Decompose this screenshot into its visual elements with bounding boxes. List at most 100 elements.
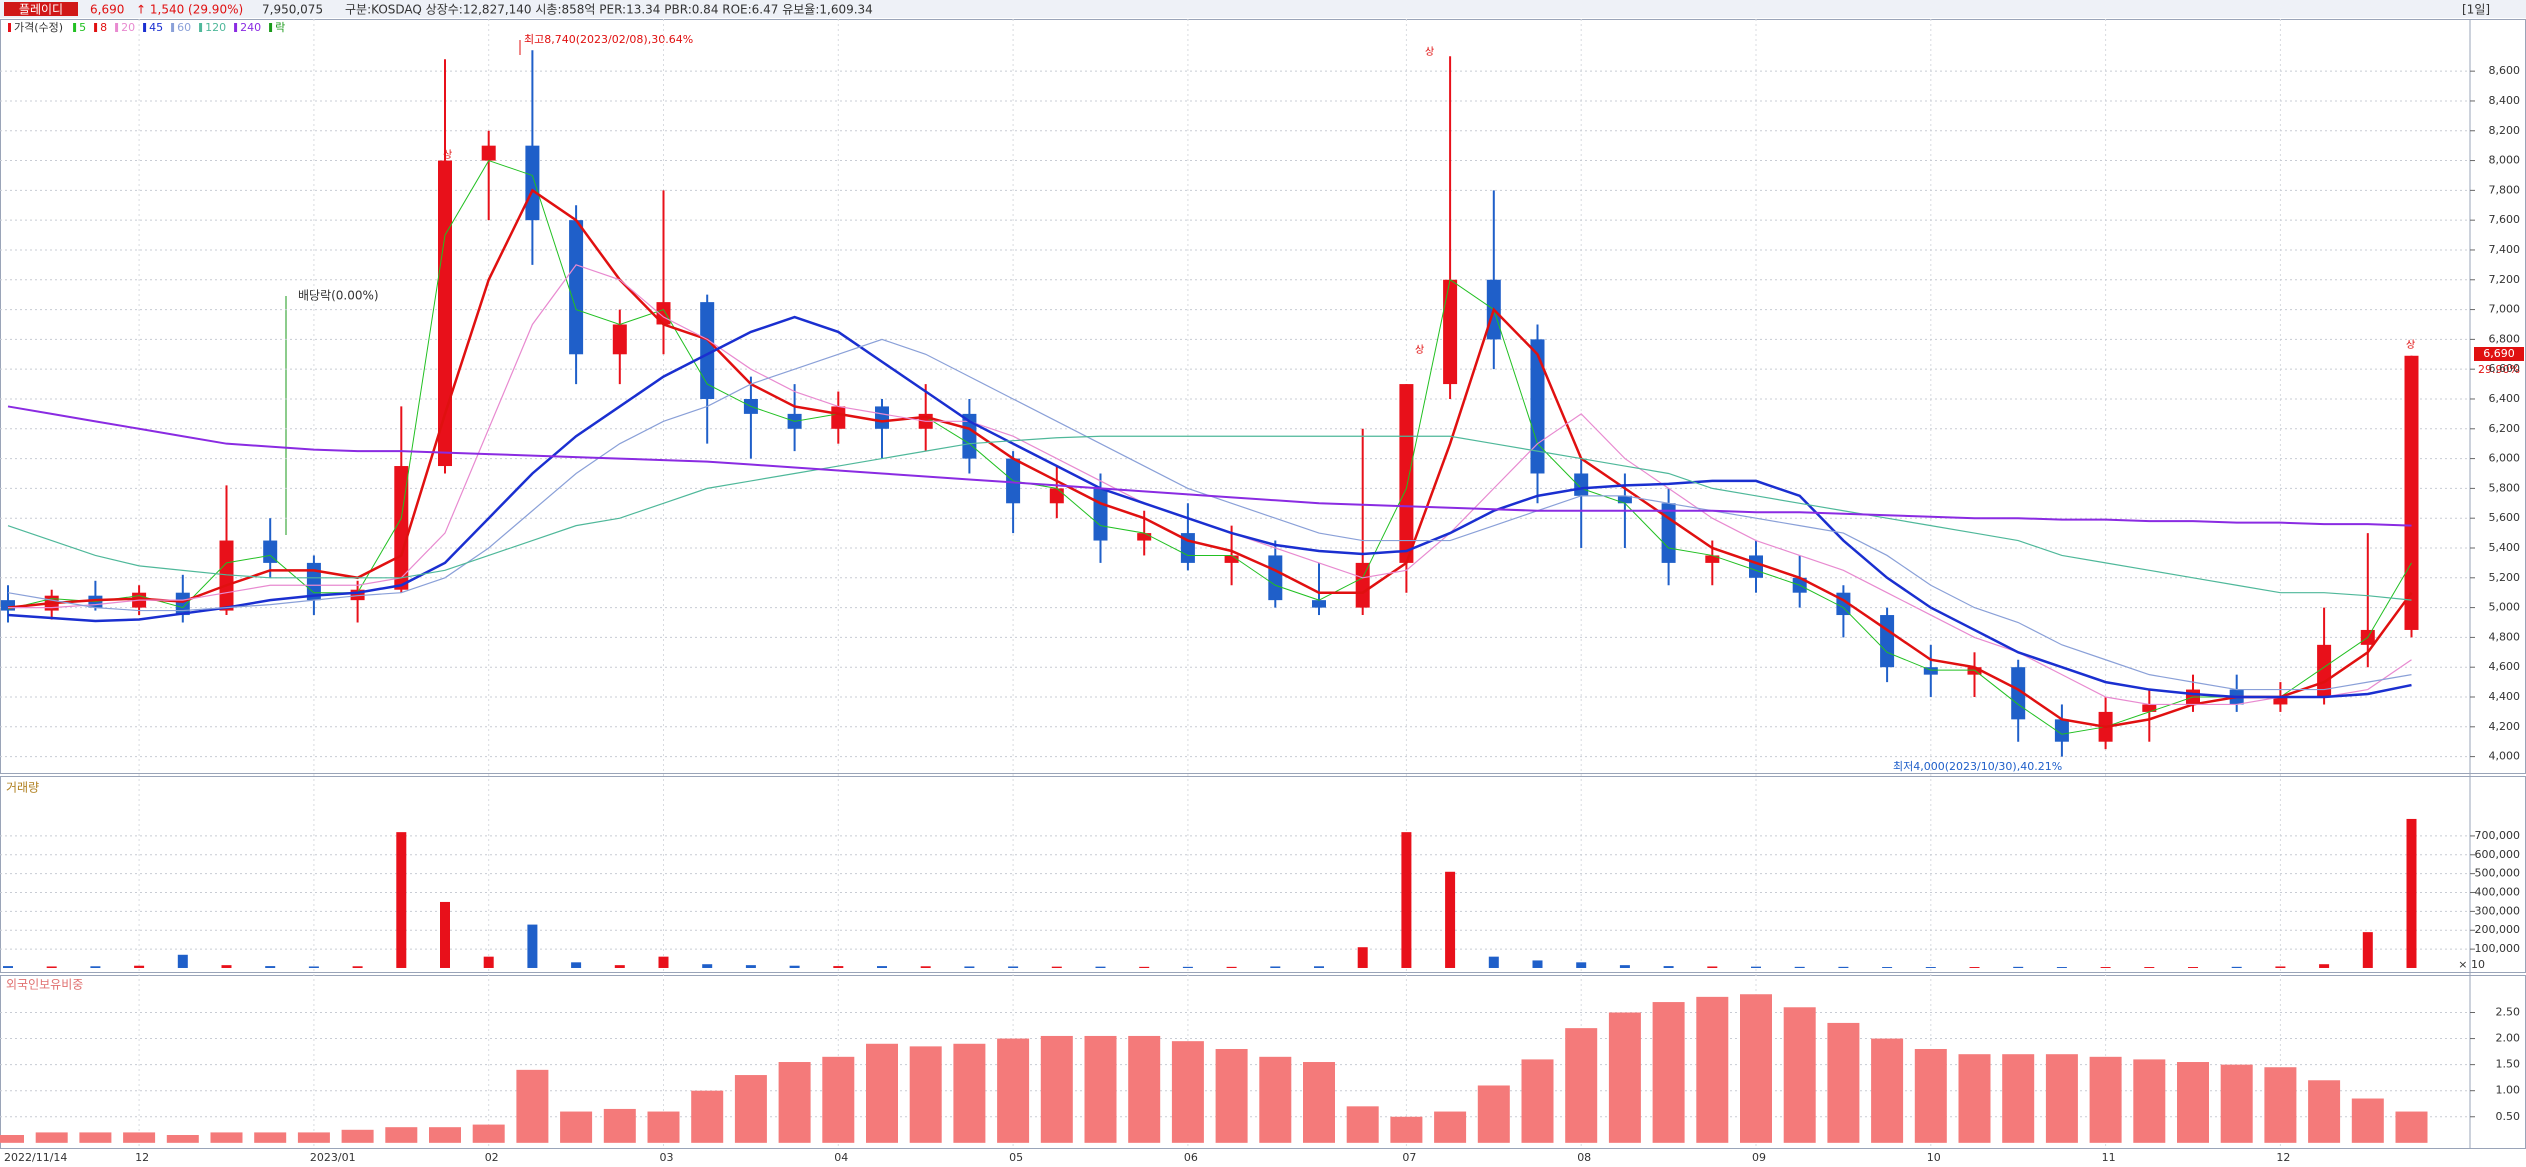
x-tick-label: 09: [1752, 1151, 1766, 1164]
y-tick-label: 4,800: [2489, 630, 2521, 643]
bar: [2275, 966, 2286, 968]
legend-swatch: [234, 23, 238, 32]
bar: [2188, 967, 2198, 968]
bar: [1958, 1054, 1991, 1143]
ma-line: [7, 159, 2412, 735]
bar: [2395, 1111, 2428, 1143]
bar: [964, 966, 975, 968]
y-tick-label: 400,000: [2475, 886, 2521, 899]
period[interactable]: [1일]: [2462, 3, 2490, 17]
candle-body: [1661, 503, 1676, 563]
bar: [691, 1090, 724, 1143]
candle-body: [175, 592, 190, 616]
bar: [166, 1135, 199, 1143]
candle-body: [700, 302, 715, 399]
x-tick-label: 11: [2102, 1151, 2116, 1164]
info: 구분:KOSDAQ 상장수:12,827,140 시총:858억 PER:13.…: [345, 3, 873, 17]
bar: [429, 1127, 461, 1143]
ma-line: [7, 405, 2412, 527]
legend-label: 240: [240, 21, 261, 34]
bar: [1401, 832, 1412, 968]
y-tick-label: 5,400: [2489, 541, 2521, 554]
bar: [1434, 1111, 1467, 1143]
legend-swatch: [171, 23, 175, 32]
bar: [647, 1111, 680, 1143]
bar: [614, 965, 625, 968]
candle-body: [2404, 355, 2419, 630]
bar: [341, 1129, 374, 1143]
bar: [2231, 966, 2242, 968]
limit-up-mark: 상: [443, 149, 452, 161]
unit-label: × 10: [2458, 958, 2485, 971]
y-tick-label: 8,000: [2489, 154, 2521, 167]
y-tick-label: 7,800: [2489, 183, 2521, 196]
candle-body: [1705, 555, 1720, 563]
y-tick-label: 7,400: [2489, 243, 2521, 256]
legend-label: 락: [275, 21, 285, 34]
bar: [1259, 1056, 1292, 1143]
legend-swatch: [73, 23, 77, 32]
bar: [2002, 1054, 2035, 1143]
bar: [1270, 966, 1281, 968]
panel-title: 외국인보유비중: [6, 978, 83, 992]
bar: [79, 1132, 112, 1143]
y-tick-label: 5,200: [2489, 571, 2521, 584]
candle-body: [1574, 473, 1589, 496]
x-tick-label: 03: [660, 1151, 674, 1164]
bar: [997, 1038, 1030, 1143]
y-tick-label: 4,000: [2489, 750, 2521, 763]
bar: [833, 966, 844, 968]
bar: [254, 1132, 287, 1143]
ma-line: [7, 315, 2412, 699]
bar: [778, 1062, 811, 1143]
candle-body: [1923, 667, 1938, 675]
bar: [702, 964, 713, 968]
bar: [1565, 1028, 1598, 1143]
bar: [1707, 966, 1718, 968]
legend-swatch: [94, 23, 98, 32]
bar: [603, 1108, 636, 1143]
bar: [1576, 962, 1587, 968]
bar: [210, 1132, 243, 1143]
candle-body: [2273, 697, 2288, 705]
legend-label: 8: [100, 21, 107, 34]
limit-up-mark: 상: [2406, 339, 2415, 351]
bar: [90, 966, 101, 968]
change: ↑ 1,540 (29.90%): [136, 3, 243, 17]
bar: [1521, 1059, 1554, 1143]
bar: [1357, 947, 1368, 968]
candle-body: [569, 220, 584, 355]
stock-name: 플레이디: [19, 3, 63, 17]
y-tick-label: 7,200: [2489, 273, 2521, 286]
bar: [1696, 996, 1729, 1143]
high-annotation: 최고8,740(2023/02/08),30.64%: [524, 33, 693, 46]
candle-body: [612, 324, 627, 355]
bar: [396, 832, 407, 968]
ma-line: [7, 188, 2413, 729]
bar: [2177, 1062, 2209, 1143]
y-tick-label: 600,000: [2475, 848, 2521, 861]
bar: [1139, 966, 1150, 968]
bar: [1314, 966, 1324, 968]
legend-swatch: [199, 23, 203, 32]
bar: [35, 1132, 68, 1143]
bar: [2319, 964, 2330, 968]
legend-title: 가격(수정): [14, 21, 63, 34]
bar: [1346, 1106, 1379, 1143]
bar: [1751, 966, 1761, 968]
x-tick-label: 06: [1184, 1151, 1198, 1164]
y-tick-label: 7,000: [2489, 303, 2521, 316]
bar: [1128, 1035, 1161, 1143]
y-tick-label: 6,600: [2489, 362, 2521, 375]
bar: [352, 966, 363, 968]
price: 6,690: [90, 3, 124, 17]
y-tick-label: 6,400: [2489, 392, 2521, 405]
x-tick-label: 04: [834, 1151, 848, 1164]
bar: [1914, 1048, 1947, 1143]
bar: [1783, 1007, 1816, 1143]
bar: [1095, 966, 1106, 968]
legend-label: 45: [149, 21, 163, 34]
bar: [1969, 967, 1980, 968]
bar: [1827, 1022, 1860, 1143]
